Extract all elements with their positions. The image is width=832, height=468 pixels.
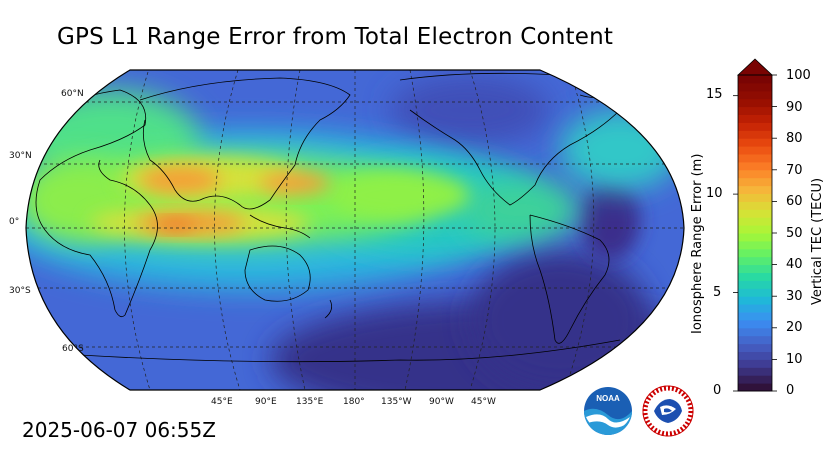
colorbar-segment — [738, 383, 772, 392]
cb-right-tick-10: 10 — [786, 352, 803, 367]
colorbar-segment — [738, 193, 772, 202]
colorbar-segment — [738, 343, 772, 352]
colorbar-segment — [738, 351, 772, 360]
lat-label-60s: 60°S — [62, 344, 84, 354]
lat-label-30s: 30°S — [9, 286, 31, 296]
colorbar-segment — [738, 130, 772, 139]
colorbar-segment — [738, 304, 772, 313]
nws-logo — [642, 385, 694, 437]
colorbar-segment — [738, 335, 772, 345]
lon-label-45e: 45°E — [211, 397, 233, 407]
colorbar-segment — [738, 106, 772, 115]
cb-right-tick-20: 20 — [786, 320, 803, 335]
colorbar — [733, 58, 777, 392]
cb-right-tick-70: 70 — [786, 163, 803, 178]
cb-right-tick-90: 90 — [786, 100, 803, 115]
lon-label-90w: 90°W — [429, 397, 454, 407]
colorbar-segment — [738, 367, 772, 376]
colorbar-segment — [738, 146, 772, 155]
cb-left-tick-15: 15 — [706, 87, 723, 102]
cb-right-tick-40: 40 — [786, 257, 803, 272]
lon-label-135e: 135°E — [296, 397, 324, 407]
noaa-logo-text: NOAA — [596, 394, 620, 403]
colorbar-segment — [738, 225, 772, 234]
colorbar-segment — [738, 98, 772, 108]
lat-label-0: 0° — [9, 217, 20, 227]
colorbar-segment — [738, 248, 772, 258]
colorbar-segment — [738, 327, 772, 337]
colorbar-segment — [738, 82, 772, 92]
coastlines — [35, 72, 621, 363]
colorbar-segment — [738, 201, 772, 210]
cb-left-tick-10: 10 — [706, 186, 723, 201]
cb-left-tick-5: 5 — [713, 285, 722, 300]
globe-outline — [25, 69, 685, 391]
colorbar-segment — [738, 169, 772, 179]
colorbar-segment — [738, 114, 772, 123]
colorbar-segment — [738, 217, 772, 226]
colorbar-segment — [738, 280, 772, 289]
colorbar-segment — [738, 75, 772, 84]
colorbar-segment — [738, 233, 772, 242]
colorbar-segment — [738, 177, 772, 187]
lat-label-30n: 30°N — [9, 151, 32, 161]
cb-right-tick-100: 100 — [786, 68, 811, 83]
colorbar-segment — [738, 375, 772, 384]
colorbar-segment — [738, 288, 772, 297]
cb-right-tick-30: 30 — [786, 289, 803, 304]
colorbar-segment — [738, 319, 772, 329]
map-title: GPS L1 Range Error from Total Electron C… — [57, 24, 614, 50]
colorbar-segment — [738, 272, 772, 281]
lon-label-180: 180° — [343, 397, 365, 407]
cb-right-tick-0: 0 — [786, 383, 795, 398]
colorbar-left-label: Ionosphere Range Error (m) — [690, 153, 705, 334]
colorbar-extend-arrow — [736, 58, 774, 76]
cb-left-tick-0: 0 — [713, 383, 722, 398]
colorbar-segment — [738, 359, 772, 368]
cb-right-tick-80: 80 — [786, 131, 803, 146]
colorbar-segment — [738, 264, 772, 273]
lon-label-135w: 135°W — [381, 397, 412, 407]
colorbar-segment — [738, 90, 772, 100]
colorbar-segment — [738, 296, 772, 305]
colorbar-segment — [738, 312, 772, 321]
colorbar-segment — [738, 122, 772, 131]
colorbar-segment — [738, 256, 772, 266]
timestamp: 2025-06-07 06:55Z — [22, 418, 216, 442]
colorbar-segment — [738, 209, 772, 218]
colorbar-segment — [738, 185, 772, 194]
lon-label-45w: 45°W — [471, 397, 496, 407]
colorbar-right-label: Vertical TEC (TECU) — [810, 177, 825, 305]
colorbar-segment — [738, 240, 772, 250]
colorbar-segment — [738, 161, 772, 171]
colorbar-segment — [738, 154, 772, 163]
noaa-logo: NOAA — [583, 386, 633, 436]
lat-label-60n: 60°N — [61, 89, 84, 99]
cb-right-tick-50: 50 — [786, 226, 803, 241]
lon-label-90e: 90°E — [255, 397, 277, 407]
cb-right-tick-60: 60 — [786, 194, 803, 209]
colorbar-segment — [738, 138, 772, 147]
